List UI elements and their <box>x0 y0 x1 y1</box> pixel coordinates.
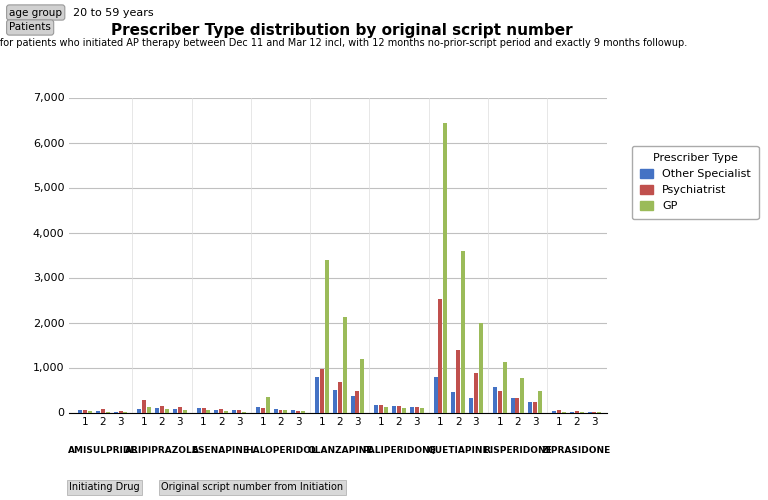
Bar <box>261 408 265 412</box>
Bar <box>160 406 164 412</box>
Bar <box>552 411 556 412</box>
Bar <box>273 409 277 412</box>
Bar <box>520 378 525 412</box>
Bar <box>533 402 537 412</box>
Bar <box>325 260 329 412</box>
Bar <box>574 411 578 412</box>
Bar <box>237 410 241 412</box>
Text: PALIPERIDONE: PALIPERIDONE <box>362 446 436 455</box>
Bar <box>356 391 359 412</box>
Bar <box>379 405 383 412</box>
Bar <box>296 410 300 412</box>
Bar <box>419 408 424 412</box>
Bar <box>83 410 87 412</box>
Bar <box>351 396 355 412</box>
Bar <box>478 324 483 412</box>
Bar <box>279 410 283 412</box>
Bar <box>147 407 151 412</box>
Bar <box>439 299 442 412</box>
Text: ASENAPINE: ASENAPINE <box>192 446 250 455</box>
Bar <box>338 382 342 412</box>
Bar <box>392 406 396 412</box>
Bar <box>291 410 296 412</box>
Bar <box>498 392 502 412</box>
Bar <box>343 317 346 412</box>
Text: RISPERIDONE: RISPERIDONE <box>483 446 551 455</box>
Bar <box>360 358 364 412</box>
Bar <box>474 374 478 412</box>
Bar <box>320 369 324 412</box>
Text: age group: age group <box>9 8 62 18</box>
Bar <box>415 407 419 412</box>
Bar <box>557 410 561 412</box>
Bar <box>232 410 236 412</box>
Bar <box>220 410 223 412</box>
Bar <box>397 406 401 412</box>
Bar <box>315 376 319 412</box>
Legend: Other Specialist, Psychiatrist, GP: Other Specialist, Psychiatrist, GP <box>632 146 759 219</box>
Bar <box>493 388 497 412</box>
Text: Prescriber Type distribution by original script number: Prescriber Type distribution by original… <box>111 22 573 38</box>
Bar <box>201 408 206 412</box>
Bar <box>183 410 187 412</box>
Bar <box>256 406 260 412</box>
Bar <box>197 408 200 412</box>
Text: HALOPERIDOL: HALOPERIDOL <box>245 446 316 455</box>
Text: AMISULPRIDE: AMISULPRIDE <box>68 446 137 455</box>
Bar <box>443 123 447 412</box>
Bar <box>101 410 104 412</box>
Bar <box>88 411 92 412</box>
Bar <box>333 390 337 412</box>
Bar <box>137 409 141 412</box>
Bar <box>165 410 169 412</box>
Text: (for patients who initiated AP therapy between Dec 11 and Mar 12 incl, with 12 m: (for patients who initiated AP therapy b… <box>0 38 687 48</box>
Text: Patients: Patients <box>9 22 51 32</box>
Bar <box>173 409 177 412</box>
Text: QUETIAPINE: QUETIAPINE <box>427 446 489 455</box>
Text: 20 to 59 years: 20 to 59 years <box>73 8 154 18</box>
Bar <box>511 398 515 412</box>
Bar <box>214 410 218 412</box>
Text: Initiating Drug: Initiating Drug <box>69 482 140 492</box>
Bar <box>515 398 519 412</box>
Text: Original script number from Initiation: Original script number from Initiation <box>161 482 343 492</box>
Bar <box>410 406 414 412</box>
Bar <box>469 398 473 412</box>
Bar <box>538 392 542 412</box>
Text: ZIPRASIDONE: ZIPRASIDONE <box>542 446 611 455</box>
Bar <box>142 400 146 412</box>
Bar <box>456 350 460 412</box>
Bar <box>528 402 532 412</box>
Bar <box>461 250 465 412</box>
Text: OLANZAPINE: OLANZAPINE <box>307 446 372 455</box>
Bar <box>78 410 82 412</box>
Bar <box>155 408 159 412</box>
Bar <box>266 397 270 412</box>
Bar <box>178 407 182 412</box>
Bar <box>452 392 455 412</box>
Bar <box>283 410 287 412</box>
Bar <box>207 410 210 412</box>
Bar <box>118 410 123 412</box>
Bar <box>502 362 507 412</box>
Bar <box>402 408 406 412</box>
Bar <box>374 406 379 412</box>
Bar <box>384 407 388 412</box>
Text: ARIPIPRAZOLE: ARIPIPRAZOLE <box>125 446 199 455</box>
Bar <box>434 378 438 412</box>
Bar <box>96 411 100 412</box>
